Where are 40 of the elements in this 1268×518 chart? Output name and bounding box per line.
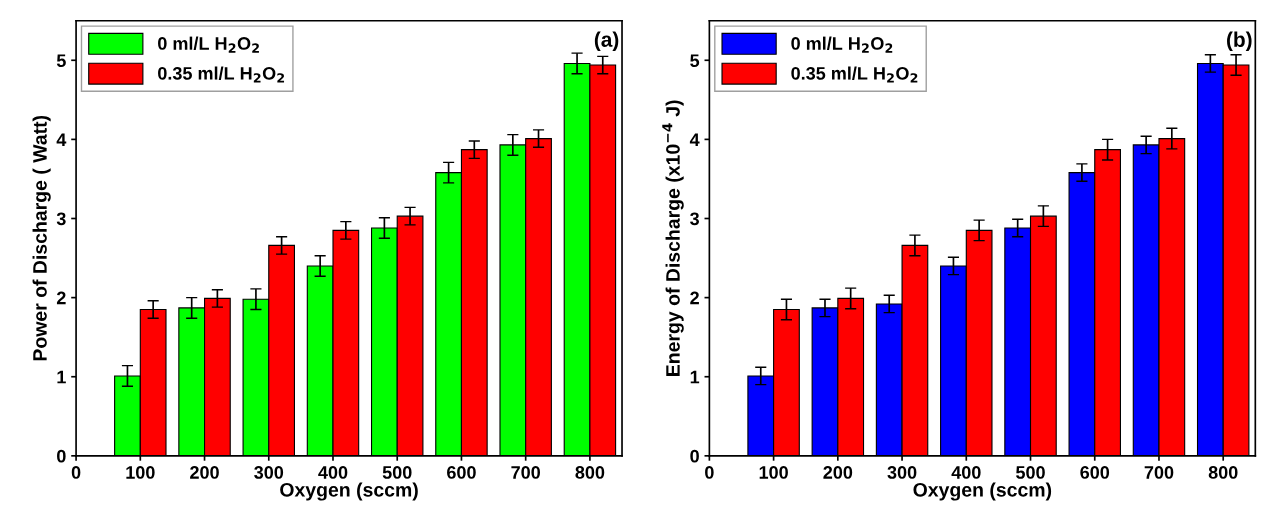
y-tick-label: 0 bbox=[690, 449, 699, 463]
y-tick-label: 1 bbox=[57, 370, 66, 384]
x-tick-label: 500 bbox=[1016, 466, 1045, 479]
legend-label: 0.35 ml/L H$_{2}$O$_{2}$ bbox=[791, 66, 918, 83]
x-axis-title: Oxygen (sccm) bbox=[913, 482, 1052, 501]
y-tick-label: 0 bbox=[57, 449, 66, 463]
x-tick-label: 700 bbox=[511, 466, 541, 479]
x-tick-label: 0 bbox=[71, 466, 81, 479]
x-tick-label: 600 bbox=[447, 466, 476, 479]
y-axis-title: Power of Discharge ( Watt) bbox=[32, 115, 51, 361]
x-tick-label: 800 bbox=[575, 466, 605, 479]
legend-label: 0.35 ml/L H$_{2}$O$_{2}$ bbox=[158, 66, 285, 83]
x-tick-label: 200 bbox=[823, 466, 853, 479]
x-tick-label: 100 bbox=[126, 466, 155, 479]
x-tick-label: 400 bbox=[318, 466, 348, 479]
legend-label: 0 ml/L H$_{2}$O$_{2}$ bbox=[158, 36, 259, 53]
x-tick-label: 100 bbox=[759, 466, 788, 479]
y-tick-label: 1 bbox=[690, 370, 700, 384]
y-tick-label: 2 bbox=[56, 291, 66, 305]
x-tick-label: 0 bbox=[705, 466, 714, 479]
y-tick-label: 4 bbox=[689, 133, 700, 146]
annotation: (b) bbox=[1227, 31, 1252, 52]
x-tick-label: 400 bbox=[951, 466, 981, 479]
x-tick-label: 800 bbox=[1208, 466, 1238, 479]
x-tick-label: 200 bbox=[190, 466, 219, 479]
y-tick-label: 3 bbox=[690, 212, 699, 226]
x-axis-title: Oxygen (sccm) bbox=[280, 482, 418, 501]
x-tick-label: 300 bbox=[254, 466, 284, 479]
x-tick-label: 300 bbox=[887, 466, 917, 479]
x-tick-label: 600 bbox=[1080, 466, 1110, 479]
y-tick-label: 3 bbox=[56, 212, 66, 226]
annotation: (a) bbox=[594, 31, 619, 52]
y-tick-label: 5 bbox=[690, 54, 700, 67]
x-tick-label: 500 bbox=[382, 466, 412, 479]
y-tick-label: 5 bbox=[56, 54, 66, 67]
legend-label: 0 ml/L H$_{2}$O$_{2}$ bbox=[791, 36, 893, 53]
y-axis-title: Energy of Discharge (x10$^{−4}$ J) bbox=[662, 100, 684, 376]
y-tick-label: 2 bbox=[690, 291, 699, 305]
x-tick-label: 700 bbox=[1144, 466, 1174, 479]
y-tick-label: 4 bbox=[56, 133, 67, 146]
